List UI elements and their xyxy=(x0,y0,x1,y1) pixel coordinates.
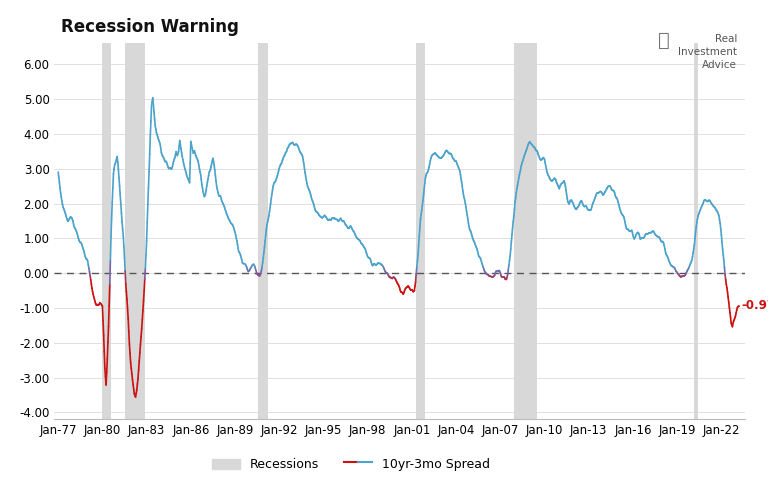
Text: 🦅: 🦅 xyxy=(658,31,670,50)
Bar xyxy=(694,43,698,419)
Text: Real
Investment
Advice: Real Investment Advice xyxy=(678,34,737,70)
Bar xyxy=(102,43,111,419)
Bar xyxy=(415,43,425,419)
Text: Recession Warning: Recession Warning xyxy=(61,18,239,36)
Text: -0.97: -0.97 xyxy=(741,299,768,312)
Bar xyxy=(514,43,537,419)
Bar xyxy=(258,43,268,419)
Bar xyxy=(124,43,145,419)
Legend: Recessions, 10yr-3mo Spread: Recessions, 10yr-3mo Spread xyxy=(212,458,490,471)
